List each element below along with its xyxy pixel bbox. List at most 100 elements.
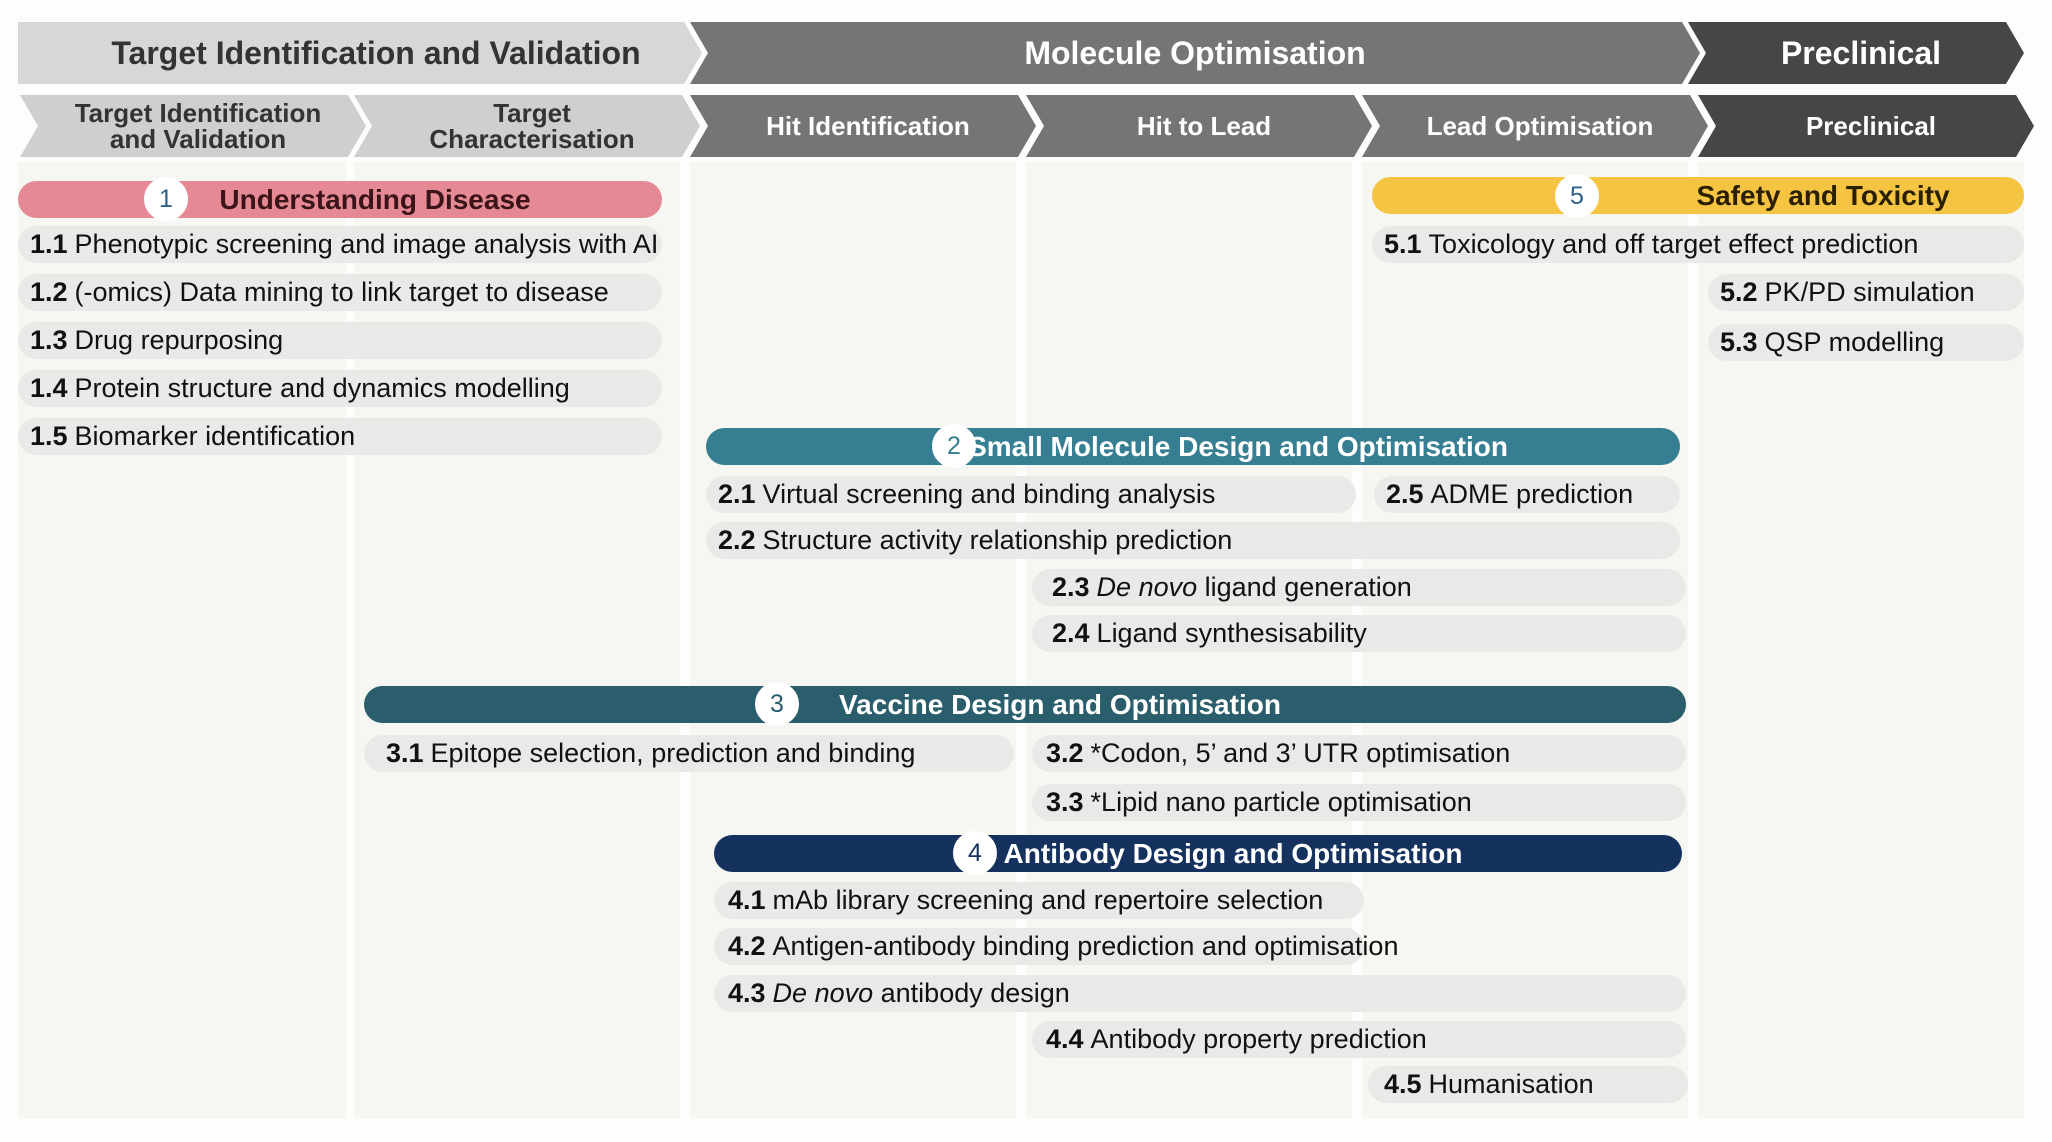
item-number: 3.1 (386, 738, 424, 768)
item-4-2: 4.2 Antigen-antibody binding prediction a… (714, 928, 1398, 965)
item-text: *Lipid nano particle optimisation (1090, 787, 1472, 817)
item-5-1: 5.1 Toxicology and off target effect pred… (1372, 226, 2024, 263)
item-number: 4.1 (728, 885, 766, 915)
item-text: (-omics) Data mining to link target to d… (74, 277, 609, 307)
substage-label-target-identification: Target Identification and Validation (74, 98, 322, 154)
item-number: 4.4 (1046, 1024, 1084, 1054)
category-title: Understanding Disease (219, 183, 531, 215)
substage-chevron-5 (1698, 95, 2034, 157)
item-text: De novo antibody design (773, 978, 1070, 1009)
item-2-2: 2.2 Structure activity relationship predi… (706, 522, 1680, 559)
substage-chevron-3 (1026, 95, 1372, 157)
item-4-5: 4.5 Humanisation (1368, 1066, 1688, 1103)
item-text: Antigen-antibody binding prediction and … (772, 931, 1399, 961)
category-title: Small Molecule Design and Optimisation (968, 430, 1508, 462)
item-number: 4.3 (728, 978, 766, 1008)
item-text: PK/PD simulation (1764, 277, 1975, 307)
substage-label-preclinical: Preclinical (1805, 111, 1937, 141)
category-badge-3: 3 (755, 682, 799, 726)
item-text: Ligand synthesisability (1096, 618, 1367, 648)
item-number: 2.1 (718, 479, 756, 509)
substage-chevron-1 (354, 95, 700, 157)
item-3-2: 3.2 *Codon, 5’ and 3’ UTR optimisation (1032, 735, 1686, 772)
item-number: 5.3 (1720, 327, 1758, 357)
item-1-3: 1.3 Drug repurposing (18, 322, 662, 359)
item-text: Drug repurposing (74, 325, 284, 355)
item-text: Structure activity relationship predicti… (762, 525, 1233, 555)
item-number: 1.2 (30, 277, 68, 307)
item-text: Humanisation (1428, 1069, 1594, 1099)
item-number: 4.2 (728, 931, 766, 961)
item-3-1: 3.1 Epitope selection, prediction and bin… (364, 735, 1014, 772)
item-3-3: 3.3 *Lipid nano particle optimisation (1032, 784, 1686, 821)
item-number: 2.3 (1052, 572, 1090, 602)
item-text: Epitope selection, prediction and bindin… (430, 738, 916, 768)
item-text-italic: De novo (772, 978, 874, 1008)
category-header-safety-toxicity: Safety and Toxicity (1372, 177, 2024, 214)
substage-chevron-shape (690, 95, 1036, 157)
category-header-understanding-disease: Understanding Disease (18, 181, 662, 218)
substage-label-hit-to-lead: Hit to Lead (1136, 111, 1272, 141)
substage-label-lead-optimisation: Lead Optimisation (1426, 111, 1654, 141)
substage-chevron-4 (1362, 95, 1708, 157)
category-header-small-molecule: Small Molecule Design and Optimisation (706, 428, 1680, 465)
stage-label-molecule-optimisation: Molecule Optimisation (1024, 35, 1366, 71)
item-text: Biomarker identification (74, 421, 356, 451)
category-header-vaccine: Vaccine Design and Optimisation (364, 686, 1686, 723)
item-text-rest: antibody design (880, 978, 1070, 1008)
item-4-1: 4.1 mAb library screening and repertoire … (714, 882, 1364, 919)
substage-chevron-shape (1026, 95, 1372, 157)
item-2-4: 2.4 Ligand synthesisability (1032, 615, 1686, 652)
item-number: 1.1 (30, 229, 68, 259)
stage-chevron-0 (18, 22, 702, 84)
item-number: 2.4 (1052, 618, 1090, 648)
item-number: 3.3 (1046, 787, 1084, 817)
item-number: 1.4 (30, 373, 68, 403)
item-number: 4.5 (1384, 1069, 1422, 1099)
category-badge-5: 5 (1555, 174, 1599, 218)
category-badge-1: 1 (144, 177, 188, 221)
item-text: Toxicology and off target effect predict… (1428, 229, 1919, 259)
stage-chevron-shape (1688, 22, 2024, 84)
substage-chevron-shape (20, 95, 366, 157)
substage-chevron-2 (690, 95, 1036, 157)
stage-chevron-shape (18, 22, 702, 84)
item-number: 1.3 (30, 325, 68, 355)
column-bg-6 (1698, 162, 2024, 1119)
item-1-1: 1.1 Phenotypic screening and image analys… (18, 226, 662, 263)
item-4-4: 4.4 Antibody property prediction (1032, 1021, 1686, 1058)
item-text: ADME prediction (1430, 479, 1634, 509)
item-5-3: 5.3 QSP modelling (1708, 324, 2024, 361)
item-number: 1.5 (30, 421, 68, 451)
item-text: QSP modelling (1764, 327, 1945, 357)
item-number: 5.1 (1384, 229, 1422, 259)
item-text: Antibody property prediction (1090, 1024, 1427, 1054)
stage-label-preclinical: Preclinical (1780, 35, 1942, 71)
stage-chevron-shape (690, 22, 1700, 84)
category-badge-4: 4 (953, 831, 997, 875)
item-2-1: 2.1 Virtual screening and binding analysi… (706, 476, 1356, 513)
item-text: Phenotypic screening and image analysis … (74, 229, 659, 259)
item-text: Protein structure and dynamics modelling (74, 373, 570, 403)
substage-chevron-shape (1362, 95, 1708, 157)
item-text: Virtual screening and binding analysis (762, 479, 1216, 509)
item-2-3: 2.3 De novo ligand generation (1032, 569, 1686, 606)
item-4-3: 4.3 De novo antibody design (714, 975, 1686, 1012)
substage-chevron-0 (20, 95, 366, 157)
item-1-2: 1.2 (-omics) Data mining to link target t… (18, 274, 662, 311)
substage-chevron-shape (354, 95, 700, 157)
category-badge-2: 2 (932, 424, 976, 468)
item-2-5: 2.5 ADME prediction (1374, 476, 1680, 513)
substage-label-target-characterisation: Target Characterisation (429, 98, 635, 154)
item-5-2: 5.2 PK/PD simulation (1708, 274, 2024, 311)
item-1-4: 1.4 Protein structure and dynamics modell… (18, 370, 662, 407)
category-title: Antibody Design and Optimisation (1003, 837, 1463, 869)
category-title: Safety and Toxicity (1696, 179, 1950, 211)
stage-chevron-1 (690, 22, 1700, 84)
item-text-rest: ligand generation (1204, 572, 1412, 602)
item-number: 5.2 (1720, 277, 1758, 307)
column-bg-2 (354, 162, 680, 1119)
item-number: 2.2 (718, 525, 756, 555)
stage-label-target-identification: Target Identification and Validation (111, 35, 641, 71)
